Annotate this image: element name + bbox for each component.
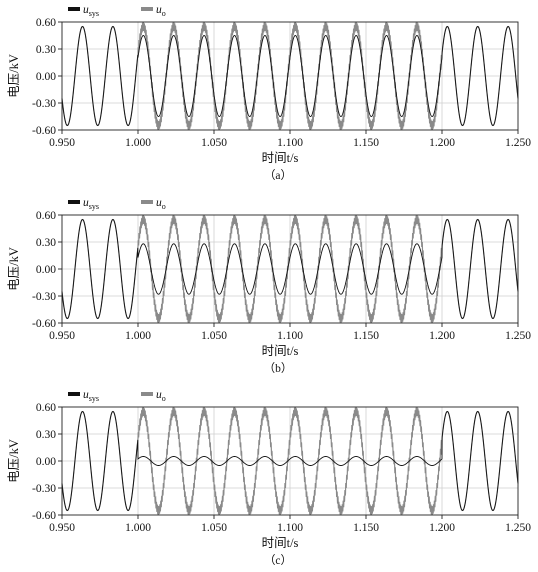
chart-panel-2: 0.950 1.000 1.050 1.100 1.150 1.200 1.250 0.60 0…: [7, 197, 531, 375]
series-line-u-sys: [61, 411, 519, 511]
x-tick-label: 1.150: [353, 522, 379, 534]
y-tick-label: 0.60: [36, 210, 56, 222]
plot-frame: [61, 21, 519, 131]
y-axis-label: 电压/kV: [7, 247, 21, 291]
x-tick-label: 1.000: [125, 522, 151, 534]
x-tick-label: 1.250: [505, 330, 531, 342]
y-tick-label: 0.00: [36, 71, 56, 83]
x-tick-label: 0.950: [49, 330, 75, 342]
y-tick-label: 0.60: [36, 17, 56, 29]
legend-label: uo: [156, 389, 166, 403]
x-tick-label: 1.250: [505, 522, 531, 534]
legend-label: uo: [156, 197, 166, 211]
y-tick-label: 0.00: [36, 264, 56, 276]
y-tick-label: -0.30: [32, 291, 56, 303]
panel-caption: （c）: [264, 554, 292, 567]
y-axis-label: 电压/kV: [7, 439, 21, 483]
x-tick-label: 0.950: [49, 522, 75, 534]
x-tick-label: 1.050: [201, 137, 227, 149]
x-tick-label: 1.100: [277, 330, 303, 342]
x-tick-label: 1.250: [505, 137, 531, 149]
y-tick-label: -0.60: [32, 318, 56, 330]
legend-label: usys: [83, 197, 99, 211]
y-tick-label: -0.30: [32, 98, 56, 110]
x-tick-label: 1.200: [429, 137, 455, 149]
y-tick-label: 0.30: [36, 429, 56, 441]
x-tick-label: 1.200: [429, 330, 455, 342]
y-tick-label: -0.30: [32, 483, 56, 495]
legend-label: usys: [83, 4, 99, 18]
y-tick-label: 0.00: [36, 456, 56, 468]
panel-caption: （b）: [264, 362, 293, 375]
x-tick-label: 0.950: [49, 137, 75, 149]
x-tick-label: 1.200: [429, 522, 455, 534]
y-tick-label: 0.30: [36, 237, 56, 249]
plot-frame: [61, 214, 519, 324]
x-tick-label: 1.050: [201, 522, 227, 534]
x-tick-label: 1.100: [277, 137, 303, 149]
y-tick-label: -0.60: [32, 125, 56, 137]
series-line-u-sys: [61, 26, 519, 126]
panel-caption: （a）: [264, 169, 292, 182]
x-tick-label: 1.050: [201, 330, 227, 342]
legend-label: usys: [83, 389, 99, 403]
x-tick-label: 1.000: [125, 330, 151, 342]
x-tick-label: 1.150: [353, 330, 379, 342]
x-tick-label: 1.150: [353, 137, 379, 149]
chart-panel-1: 0.950 1.000 1.050 1.100 1.150 1.200 1.250 0.60 0…: [7, 4, 531, 182]
x-axis-label: 时间t/s: [262, 344, 299, 358]
x-tick-label: 1.000: [125, 137, 151, 149]
y-tick-label: -0.60: [32, 510, 56, 522]
series-line-u-sys: [61, 219, 519, 319]
plot-frame: [61, 406, 519, 516]
y-axis-label: 电压/kV: [7, 54, 21, 98]
chart-panel-3: 0.950 1.000 1.050 1.100 1.150 1.200 1.250 0.60 0…: [7, 389, 531, 567]
x-tick-label: 1.100: [277, 522, 303, 534]
y-tick-label: 0.30: [36, 44, 56, 56]
legend-label: uo: [156, 4, 166, 18]
x-axis-label: 时间t/s: [262, 536, 299, 550]
x-axis-label: 时间t/s: [262, 151, 299, 165]
y-tick-label: 0.60: [36, 402, 56, 414]
